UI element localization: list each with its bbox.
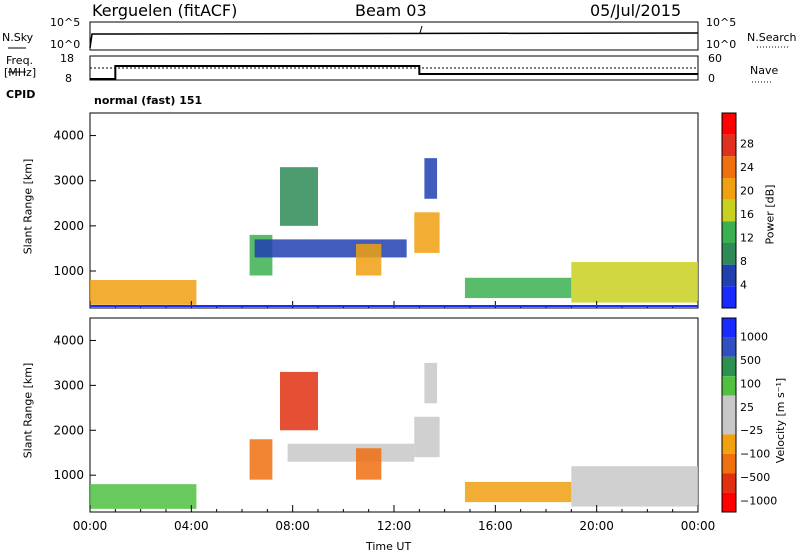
xtick-label-5: 20:00 bbox=[579, 519, 614, 533]
power-colorbar-tick-5: 24 bbox=[740, 161, 754, 174]
mode-label: normal (fast) 151 bbox=[94, 94, 203, 107]
power-colorbar-tick-2: 12 bbox=[740, 232, 754, 245]
nsky-tick-top: 10^5 bbox=[50, 16, 81, 29]
velocity-colorbar-tick-0: 1000 bbox=[740, 331, 768, 344]
velocity-ytick-label-2: 3000 bbox=[53, 378, 84, 392]
power-region-0 bbox=[90, 280, 197, 305]
power-colorbar-tick-3: 16 bbox=[740, 208, 754, 221]
velocity-colorbar-cell-2 bbox=[722, 356, 736, 377]
velocity-colorbar-cell-7 bbox=[722, 453, 736, 474]
date-label: 05/Jul/2015 bbox=[590, 1, 682, 20]
velocity-colorbar-tick-2: 100 bbox=[740, 377, 761, 390]
power-colorbar-cell-2 bbox=[722, 156, 736, 178]
velocity-colorbar-tick-6: −500 bbox=[740, 471, 770, 484]
power-colorbar-tick-0: 4 bbox=[740, 279, 747, 292]
velocity-colorbar-cell-0 bbox=[722, 318, 736, 338]
power-colorbar-cell-1 bbox=[722, 134, 736, 157]
power-region-6 bbox=[424, 158, 438, 199]
nsky-tick-bottom: 10^0 bbox=[50, 38, 81, 51]
velocity-colorbar-cell-3 bbox=[722, 376, 736, 396]
xtick-label-2: 08:00 bbox=[275, 519, 310, 533]
power-colorbar-cell-5 bbox=[722, 221, 736, 243]
velocity-colorbar-tick-3: 25 bbox=[740, 401, 754, 414]
xtick-label-4: 16:00 bbox=[478, 519, 513, 533]
power-region-3 bbox=[280, 167, 318, 226]
velocity-colorbar-cell-5 bbox=[722, 415, 736, 435]
nsearch-tick-bottom: 10^0 bbox=[706, 38, 737, 51]
power-colorbar-cell-7 bbox=[722, 264, 736, 287]
velocity-region-6 bbox=[424, 362, 438, 404]
velocity-colorbar-tick-1: 500 bbox=[740, 354, 761, 367]
freq-trace bbox=[90, 65, 698, 80]
nsky-spike bbox=[419, 25, 423, 34]
power-colorbar-cell-4 bbox=[722, 199, 736, 222]
power-region-2 bbox=[254, 239, 407, 258]
velocity-region-1 bbox=[249, 439, 273, 480]
power-colorbar-cell-3 bbox=[722, 178, 736, 200]
xtick-label-1: 04:00 bbox=[174, 519, 209, 533]
power-colorbar-cell-8 bbox=[722, 286, 736, 308]
freq-tick-top: 18 bbox=[60, 52, 74, 65]
power-colorbar-tick-4: 20 bbox=[740, 185, 754, 198]
velocity-region-7 bbox=[464, 481, 572, 503]
velocity-region-5 bbox=[414, 416, 440, 458]
velocity-colorbar-cell-8 bbox=[722, 473, 736, 493]
power-colorbar-tick-6: 28 bbox=[740, 138, 754, 151]
power-region-5 bbox=[414, 212, 440, 253]
velocity-colorbar-cell-1 bbox=[722, 337, 736, 357]
beam-label: Beam 03 bbox=[355, 1, 427, 20]
power-colorbar-cell-0 bbox=[722, 113, 736, 135]
velocity-ytick-label-1: 2000 bbox=[53, 423, 84, 437]
xtick-label-0: 00:00 bbox=[73, 519, 108, 533]
chart-title: Kerguelen (fitACF) bbox=[92, 1, 238, 20]
nave-tick-top: 60 bbox=[708, 52, 722, 65]
power-ytick-label-0: 1000 bbox=[53, 264, 84, 278]
velocity-region-4 bbox=[356, 448, 382, 480]
power-colorbar-cell-6 bbox=[722, 243, 736, 265]
power-ytick-label-2: 3000 bbox=[53, 174, 84, 188]
power-ytick-label-1: 2000 bbox=[53, 219, 84, 233]
velocity-colorbar-cell-9 bbox=[722, 492, 736, 512]
nave-label: Nave bbox=[750, 64, 779, 77]
xtick-label-6: 00:00 bbox=[681, 519, 716, 533]
power-region-8 bbox=[571, 261, 698, 303]
velocity-ytick-label-3: 4000 bbox=[53, 333, 84, 347]
nsky-label: N.Sky bbox=[2, 31, 34, 44]
velocity-region-2 bbox=[287, 443, 415, 462]
velocity-region-8 bbox=[571, 466, 698, 507]
velocity-colorbar-tick-5: −100 bbox=[740, 448, 770, 461]
power-region-4 bbox=[356, 243, 382, 276]
velocity-colorbar-cell-4 bbox=[722, 395, 736, 415]
velocity-colorbar-frame bbox=[721, 317, 737, 513]
velocity-colorbar-tick-4: −25 bbox=[740, 424, 763, 437]
freq-tick-bottom: 8 bbox=[65, 72, 72, 85]
velocity-colorbar-cell-6 bbox=[722, 434, 736, 454]
power-colorbar-tick-1: 8 bbox=[740, 255, 747, 268]
power-region-7 bbox=[464, 277, 572, 299]
velocity-region-3 bbox=[280, 371, 318, 431]
nsearch-label: N.Search bbox=[747, 31, 797, 44]
velocity-panel-frame bbox=[89, 317, 699, 513]
velocity-ytick-label-0: 1000 bbox=[53, 468, 84, 482]
time-xlabel: Time UT bbox=[366, 540, 412, 553]
nave-tick-bottom: 0 bbox=[708, 72, 715, 85]
power-colorbar-frame bbox=[721, 112, 737, 309]
xtick-label-3: 12:00 bbox=[377, 519, 412, 533]
cpid-label: CPID bbox=[6, 88, 36, 101]
freq-label: Freq. bbox=[6, 54, 34, 67]
power-ytick-label-3: 4000 bbox=[53, 129, 84, 143]
velocity-colorbar-tick-7: −1000 bbox=[740, 494, 777, 507]
sky-panel-frame bbox=[89, 21, 699, 51]
nsky-trace bbox=[89, 32, 699, 49]
velocity-region-0 bbox=[90, 484, 197, 509]
nsearch-tick-top: 10^5 bbox=[706, 16, 737, 29]
